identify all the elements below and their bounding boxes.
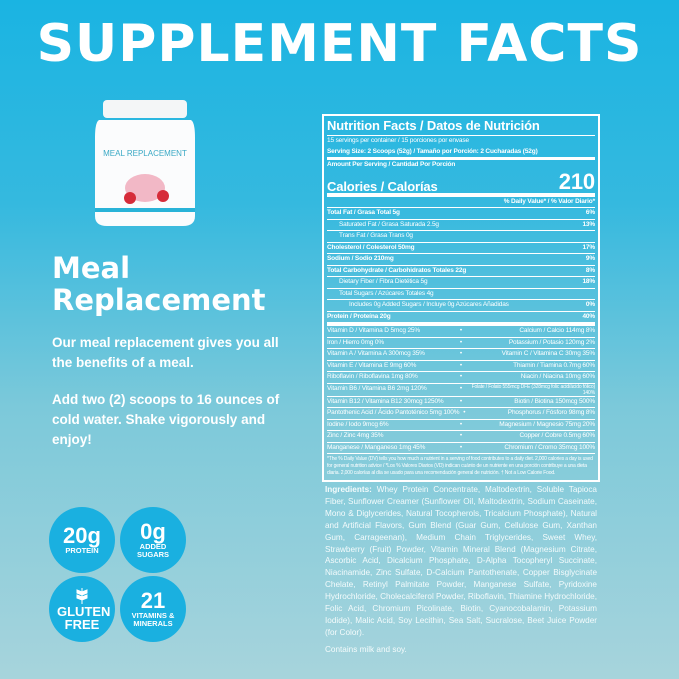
calories-value: 210 xyxy=(558,168,595,194)
product-description: Our meal replacement gives you all the b… xyxy=(52,335,279,370)
badge-vitamins: 21 VITAMINS & MINERALS xyxy=(120,576,186,642)
nutrient-row: Total Carbohydrate / Carbohidratos Total… xyxy=(327,266,595,277)
nutrient-row: Dietary Fiber / Fibra Dietética 5g 18% xyxy=(327,277,595,289)
ingredients: Ingredients: Whey Protein Concentrate, M… xyxy=(325,485,597,637)
nutrient-row: Protein / Proteína 20g 40% xyxy=(327,312,595,323)
nutrient-row: Sodium / Sodio 210mg 9% xyxy=(327,254,595,266)
serving-size: Serving Size: 2 Scoops (52g) / Tamaño po… xyxy=(327,147,595,160)
badge-added-sugars: 0g ADDED SUGARS xyxy=(120,507,186,573)
vitamin-row: Zinc / Zinc 4mg 35% • Copper / Cobre 0.5mg… xyxy=(327,431,595,443)
label-title: Nutrition Facts / Datos de Nutrición xyxy=(327,117,595,136)
usage-instructions: Add two (2) scoops to 16 ounces of cold … xyxy=(52,392,280,447)
vitamin-row: Iron / Hierro 0mg 0% • Potassium / Potasio… xyxy=(327,338,595,349)
nutrient-row: Total Sugars / Azúcares Totales 4g xyxy=(327,289,595,300)
badge-protein: 20g PROTEIN xyxy=(49,507,115,573)
vitamin-row: Pantothenic Acid / Ácido Pantoténico 5mg… xyxy=(327,408,595,420)
nutrition-facts-label: Nutrition Facts / Datos de Nutrición 15 … xyxy=(322,114,600,482)
jar-label: MEAL REPLACEMENT xyxy=(103,149,187,158)
vitamin-row: Vitamin B6 / Vitamina B6 2mg 120% • Folate… xyxy=(327,383,595,397)
allergen-statement: Contains milk and soy. xyxy=(325,645,407,654)
vitamin-row: Vitamin D / Vitamina D 5mcg 25% • Calcium … xyxy=(327,326,595,338)
vitamin-row: Manganese / Manganeso 1mg 45% • Chromium /… xyxy=(327,443,595,454)
vitamin-row: Riboflavin / Riboflavina 1mg 80% • Niacin … xyxy=(327,372,595,384)
nutrient-row: Includes 0g Added Sugars / Incluye 0g Az… xyxy=(327,300,595,312)
vitamin-row: Vitamin A / Vitamina A 300mcg 35% • Vitami… xyxy=(327,349,595,361)
wheat-icon xyxy=(76,588,88,604)
vitamin-row: Vitamin E / Vitamina E 9mg 60% • Thiamin /… xyxy=(327,361,595,372)
page-title: SUPPLEMENT FACTS xyxy=(36,14,643,74)
nutrient-row: Total Fat / Grasa Total 5g 6% xyxy=(327,208,595,220)
vitamin-row: Iodine / Iodo 9mcg 6% • Magnesium / Magnes… xyxy=(327,420,595,431)
nutrient-row: Saturated Fat / Grasa Saturada 2.5g 13% xyxy=(327,220,595,231)
servings-per-container: 15 servings per container / 15 porciones… xyxy=(327,137,469,144)
product-jar-image: MEAL REPLACEMENT xyxy=(95,100,195,226)
badge-gluten-free: GLUTEN FREE xyxy=(49,576,115,642)
daily-value-header: % Daily Value* / % Valor Diario* xyxy=(327,197,595,208)
amount-per-serving: Amount Per Serving / Cantidad Por Porció… xyxy=(327,161,456,168)
footnote: *The % Daily Value (DV) tells you how mu… xyxy=(327,456,593,476)
nutrient-row: Trans Fat / Grasa Trans 0g xyxy=(327,231,595,243)
vitamin-row: Vitamin B12 / Vitamina B12 30mcg 1250% • B… xyxy=(327,397,595,408)
nutrient-row: Cholesterol / Colesterol 50mg 17% xyxy=(327,243,595,254)
product-heading: Meal Replacement xyxy=(52,251,266,317)
calories-label: Calories / Calorías xyxy=(327,179,438,194)
